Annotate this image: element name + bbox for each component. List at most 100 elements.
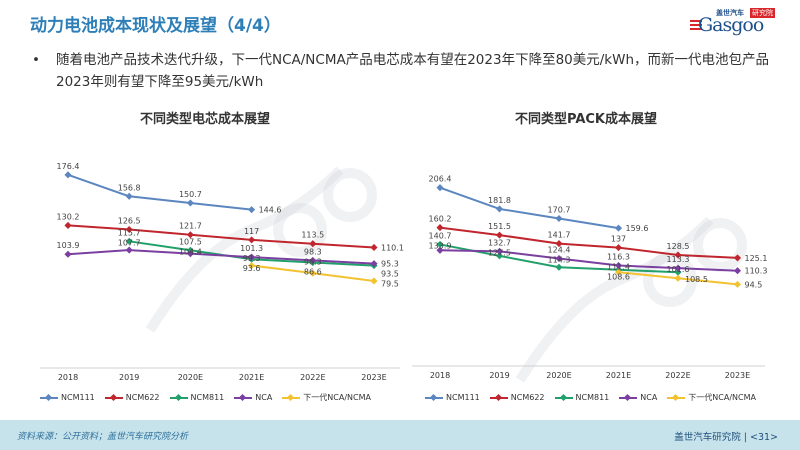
data-label: 108.5 — [685, 275, 708, 284]
data-label: 101.3 — [240, 244, 263, 253]
footer-org: 盖世汽车研究院 | <31> — [674, 432, 778, 443]
data-point — [495, 247, 504, 255]
data-label: 103.9 — [57, 241, 80, 250]
data-label: 128.5 — [667, 242, 690, 251]
legend-label: 下一代NCA/NCMA — [303, 393, 371, 402]
data-point — [436, 240, 444, 248]
logo-stripe — [690, 28, 702, 30]
data-label: 79.5 — [381, 280, 399, 289]
x-tick-label: 2018 — [58, 373, 78, 382]
data-label: 144.6 — [259, 206, 282, 215]
data-point — [248, 253, 256, 261]
data-label: 126.5 — [118, 216, 141, 225]
data-label: 176.4 — [57, 162, 80, 171]
data-point — [309, 269, 317, 277]
data-point — [733, 254, 742, 262]
data-point — [495, 205, 504, 213]
data-label: 115.7 — [118, 228, 141, 237]
legend-item: NCA — [619, 393, 657, 402]
data-point — [555, 240, 563, 248]
data-label: 133.9 — [429, 241, 452, 250]
data-label: 98.3 — [304, 247, 322, 256]
legend-swatch — [282, 393, 301, 401]
data-label: 124.4 — [548, 246, 571, 255]
legend-swatch — [169, 393, 188, 401]
data-point — [64, 171, 72, 179]
data-point — [733, 280, 742, 288]
x-tick-label: 2018 — [430, 371, 450, 380]
data-label: 206.4 — [429, 175, 452, 184]
data-label: 86.6 — [304, 267, 322, 276]
legend-pack: NCM111 NCM622 NCM811 NCA 下一代NCA/NCMA — [425, 392, 756, 403]
data-label: 93.5 — [381, 270, 399, 279]
logo-stripe — [690, 20, 702, 22]
data-label: 159.6 — [626, 224, 649, 233]
legend-item: NCM111 — [40, 393, 95, 402]
data-label: 160.2 — [429, 215, 452, 224]
data-label: 127.5 — [488, 248, 511, 257]
data-label: 181.8 — [488, 196, 511, 205]
legend-swatch — [619, 393, 638, 401]
x-tick-label: 2022E — [665, 371, 690, 380]
series-line-NCA — [67, 249, 375, 265]
org-name: 盖世汽车研究院 — [674, 432, 741, 443]
legend-swatch — [425, 393, 443, 401]
data-label: 141.7 — [548, 231, 571, 240]
data-point — [125, 192, 133, 200]
summary-text: 随着电池产品技术迭代升级，下一代NCA/NCMA产品电芯成本有望在2023年下降… — [56, 52, 770, 90]
legend-label: NCM622 — [125, 393, 160, 402]
data-point — [555, 254, 563, 263]
data-point — [248, 261, 256, 270]
data-point — [614, 261, 623, 270]
page-number: <31> — [749, 432, 778, 443]
legend-label: NCM111 — [446, 393, 480, 402]
legend-swatch — [554, 393, 573, 401]
data-point — [436, 224, 444, 232]
x-tick-label: 2019 — [119, 373, 139, 382]
data-label: 108.6 — [607, 273, 630, 282]
summary-bullet: • 随着电池产品技术迭代升级，下一代NCA/NCMA产品电芯成本有望在2023年… — [32, 49, 772, 93]
data-point — [555, 214, 563, 223]
data-label: 96.3 — [304, 257, 322, 266]
data-label: 101.6 — [667, 265, 690, 274]
footer: 资料来源：公开资料；盖世汽车研究院分析 盖世汽车研究院 | <31> — [0, 420, 800, 450]
legend-swatch — [489, 393, 508, 401]
legend-swatch — [667, 393, 686, 401]
bullet-marker: • — [32, 52, 40, 68]
series-line-NCA — [439, 249, 738, 272]
page-title: 动力电池成本现状及展望（4/4） — [30, 16, 281, 36]
data-point — [64, 250, 72, 258]
data-point — [186, 250, 194, 258]
data-label: 104.4 — [179, 247, 202, 256]
legend-item: 下一代NCA/NCMA — [667, 392, 756, 403]
logo-stripe — [690, 24, 702, 26]
logo-word: Gasgoo — [698, 14, 764, 36]
data-point — [674, 264, 682, 272]
data-label: 125.1 — [745, 254, 768, 263]
data-label: 113.3 — [667, 255, 690, 264]
data-point — [614, 224, 623, 232]
data-point — [614, 268, 623, 276]
data-point — [248, 206, 256, 214]
data-point — [674, 251, 682, 259]
data-label: 111.4 — [607, 263, 630, 272]
x-tick-label: 2020E — [546, 371, 571, 380]
data-point — [436, 184, 444, 192]
data-label: 130.2 — [57, 212, 80, 221]
series-line-NCM622 — [67, 224, 375, 249]
data-point — [674, 268, 682, 276]
data-point — [555, 263, 563, 271]
legend-item: NCM811 — [554, 393, 609, 402]
data-label: 121.7 — [179, 222, 202, 231]
data-point — [370, 260, 378, 268]
data-point — [495, 231, 504, 239]
data-label: 137 — [611, 235, 626, 244]
data-label: 140.7 — [429, 231, 452, 240]
logo-badge: 研究院 — [750, 8, 775, 18]
data-label: 156.8 — [118, 183, 141, 192]
data-label: 110.3 — [745, 267, 768, 276]
data-point — [186, 231, 194, 239]
x-tick-label: 2022E — [300, 373, 325, 382]
legend-item: NCM111 — [425, 393, 480, 402]
